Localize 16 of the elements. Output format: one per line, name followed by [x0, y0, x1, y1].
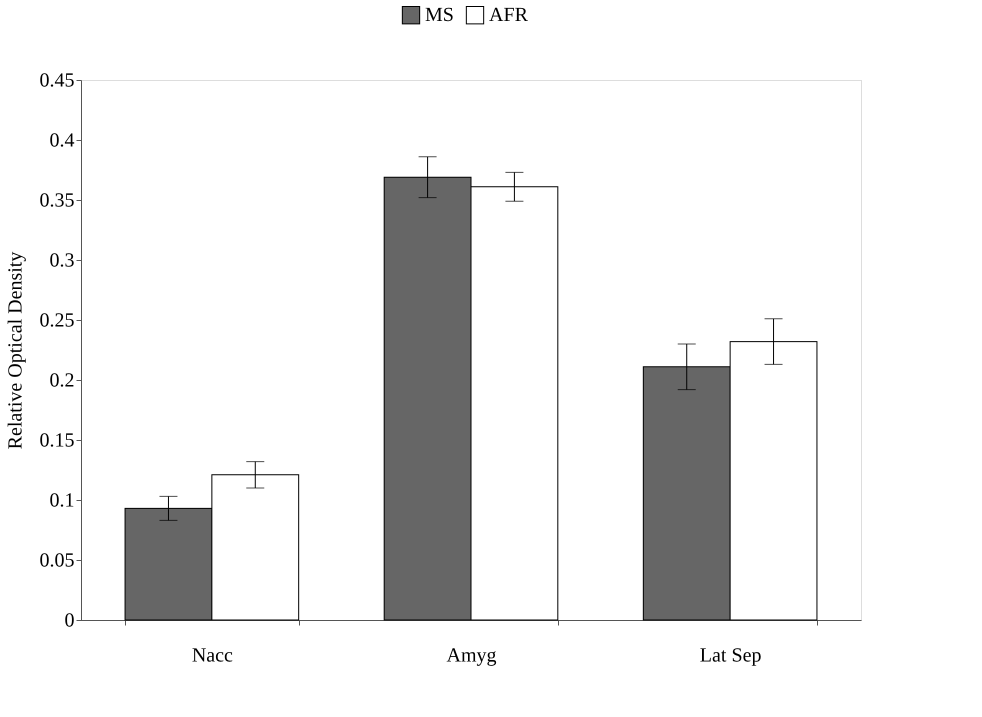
y-tick-label: 0.05	[40, 550, 74, 572]
y-axis-title: Relative Optical Density	[4, 252, 26, 450]
legend-label: AFR	[489, 4, 529, 26]
x-tick-label: Nacc	[192, 644, 234, 666]
y-tick-label: 0.1	[50, 490, 74, 512]
y-tick-label: 0.35	[40, 190, 74, 212]
x-tick-label: Amyg	[446, 644, 496, 666]
x-tick-label: Lat Sep	[700, 644, 762, 666]
y-tick-label: 0.4	[50, 130, 74, 152]
y-tick-label: 0.45	[40, 70, 74, 92]
y-tick-label: 0.25	[40, 310, 74, 332]
y-tick-label: 0.3	[50, 250, 74, 272]
y-tick-label: 0.15	[40, 430, 74, 452]
legend-label: MS	[425, 4, 454, 26]
y-tick-label: 0	[64, 610, 74, 632]
y-tick-label: 0.2	[50, 370, 74, 392]
